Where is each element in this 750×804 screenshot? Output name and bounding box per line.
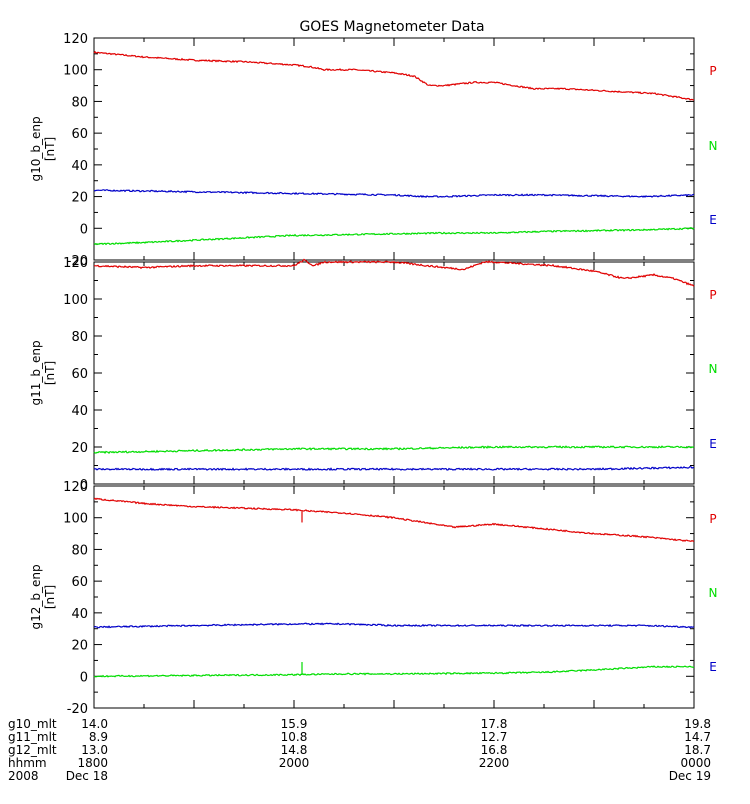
series-line-P: [93, 50, 695, 101]
series-line-E: [93, 465, 695, 472]
legend-P: P: [709, 288, 716, 302]
legend-E: E: [709, 437, 717, 451]
footer-row-label: 2008: [8, 769, 39, 783]
panel-3: -20 0 20 40 60 80 100 120 g12_b_enp [nT] P N E: [29, 480, 717, 717]
footer-cell: 1800: [77, 756, 108, 770]
panel-frame: [93, 37, 695, 261]
y-tick-label: 60: [71, 127, 88, 142]
legend-N: N: [709, 586, 718, 600]
footer-cell: 10.8: [281, 730, 308, 744]
time-axis-footer: g10_mlt 14.0 15.9 17.8 19.8 g11_mlt 8.9 10.8 12.…: [8, 717, 711, 783]
series-line-P: [94, 258, 695, 287]
footer-cell: Dec 18: [66, 769, 108, 783]
y-tick-label: 0: [80, 222, 88, 237]
footer-cell: 16.8: [481, 743, 508, 757]
footer-cell: 14.8: [281, 743, 308, 757]
legend-N: N: [709, 362, 718, 376]
y-tick-label: 120: [63, 256, 88, 271]
y-tick-label: 80: [71, 95, 88, 110]
y-tick-label: 40: [71, 404, 88, 419]
footer-cell: 18.7: [684, 743, 711, 757]
y-tick-label: 0: [80, 670, 88, 685]
y-axis-label: g10_b_enp: [29, 116, 43, 181]
y-tick-label: 0: [80, 478, 88, 493]
y-tick-label: 20: [71, 441, 88, 456]
legend-P: P: [709, 512, 716, 526]
footer-row-label: g10_mlt: [8, 717, 57, 731]
footer-cell: 14.0: [81, 717, 108, 731]
y-tick-label: 40: [71, 607, 88, 622]
y-tick-label: 80: [71, 330, 88, 345]
chart-title: GOES Magnetometer Data: [299, 19, 484, 35]
y-tick-label: 100: [63, 64, 88, 79]
footer-cell: 12.7: [481, 730, 508, 744]
panel-1: -20 0 20 40 60 80 100 120 g10_b_enp [nT] P N E: [29, 32, 717, 269]
y-tick-label: 40: [71, 159, 88, 174]
footer-cell: Dec 19: [669, 769, 711, 783]
legend-P: P: [709, 64, 716, 78]
footer-row-label: g11_mlt: [8, 730, 57, 744]
footer-cell: 19.8: [684, 717, 711, 731]
y-tick-label: 100: [63, 293, 88, 308]
footer-cell: 8.9: [89, 730, 108, 744]
series-line-P: [93, 497, 695, 543]
panel-2: 0 20 40 60 80 100 120 g11_b_enp [nT] P N E: [29, 256, 717, 493]
footer-row-label: g12_mlt: [8, 743, 57, 757]
panel-frame: [93, 485, 695, 709]
y-tick-label: 20: [71, 639, 88, 654]
y-tick-label: 60: [71, 367, 88, 382]
y-axis-unit: [nT]: [43, 361, 57, 385]
y-tick-label: 60: [71, 575, 88, 590]
footer-cell: 14.7: [684, 730, 711, 744]
footer-cell: 0000: [680, 756, 711, 770]
legend-E: E: [709, 213, 717, 227]
y-tick-label: 80: [71, 543, 88, 558]
footer-cell: 15.9: [281, 717, 308, 731]
y-axis-unit: [nT]: [43, 585, 57, 609]
footer-row-label: hhmm: [8, 756, 47, 770]
y-tick-label: 20: [71, 191, 88, 206]
y-axis-label: g12_b_enp: [29, 564, 43, 629]
y-tick-label: 100: [63, 512, 88, 527]
footer-cell: 2000: [279, 756, 310, 770]
y-tick-label: -20: [67, 254, 88, 269]
series-line-N: [94, 227, 695, 246]
footer-cell: 17.8: [481, 717, 508, 731]
footer-cell: 2200: [479, 756, 510, 770]
y-tick-label: -20: [67, 702, 88, 717]
y-axis-unit: [nT]: [43, 137, 57, 161]
y-tick-label: 120: [63, 480, 88, 495]
series-line-N: [93, 665, 695, 678]
legend-E: E: [709, 660, 717, 674]
y-tick-label: 120: [63, 32, 88, 47]
y-axis-label: g11_b_enp: [29, 340, 43, 405]
series-line-N: [93, 445, 695, 455]
footer-cell: 13.0: [81, 743, 108, 757]
series-line-E: [93, 622, 695, 629]
legend-N: N: [709, 139, 718, 153]
series-line-E: [93, 189, 695, 199]
